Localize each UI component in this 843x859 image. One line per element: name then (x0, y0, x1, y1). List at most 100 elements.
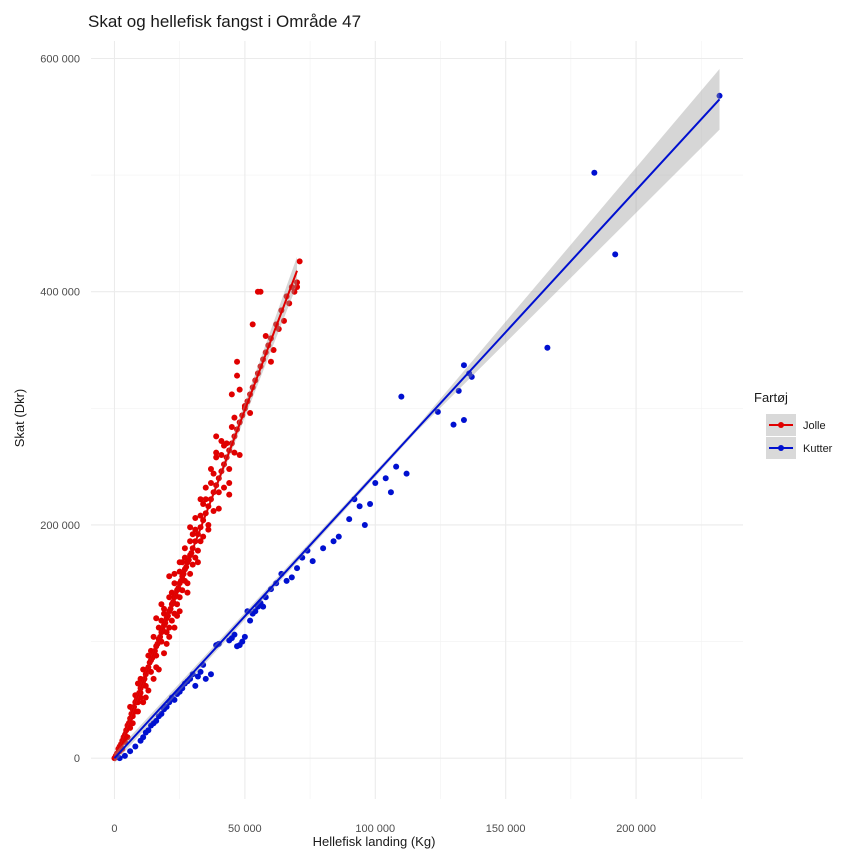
kutter-point (171, 696, 178, 703)
jolle-point (147, 668, 154, 675)
jolle-point (140, 666, 147, 673)
jolle-point (200, 500, 207, 507)
kutter-point (231, 631, 238, 638)
kutter-point (372, 479, 379, 486)
kutter-point (260, 603, 267, 610)
jolle-point (147, 647, 154, 654)
jolle-point (166, 633, 173, 640)
jolle-point (187, 570, 194, 577)
jolle-point (189, 531, 196, 538)
x-tick-label: 0 (111, 823, 117, 835)
kutter-point (367, 500, 374, 507)
x-tick-label: 50 000 (228, 823, 262, 835)
jolle-point (181, 545, 188, 552)
jolle-point (213, 433, 220, 440)
y-tick-label: 200 000 (40, 520, 80, 532)
kutter-point (330, 538, 337, 545)
kutter-point (288, 574, 295, 581)
jolle-point (200, 533, 207, 540)
jolle-point (161, 605, 168, 612)
jolle-point (155, 666, 162, 673)
x-tick-label: 200 000 (616, 823, 656, 835)
jolle-point (286, 300, 293, 307)
jolle-point (155, 624, 162, 631)
jolle-point (231, 449, 238, 456)
jolle-point (142, 682, 149, 689)
jolle-point (145, 687, 152, 694)
jolle-point (192, 554, 199, 561)
kutter-point (434, 408, 441, 415)
kutter-point (127, 748, 134, 755)
jolle-point (194, 559, 201, 566)
legend: Fartøj Jolle Kutter (754, 390, 833, 459)
jolle-point (179, 587, 186, 594)
kutter-point (153, 717, 160, 724)
y-tick-label: 400 000 (40, 287, 80, 299)
kutter-point (116, 755, 123, 762)
jolle-point (187, 524, 194, 531)
kutter-fit-line (113, 98, 721, 759)
jolle-point (171, 570, 178, 577)
jolle-point (226, 465, 233, 472)
jolle-point (205, 526, 212, 533)
kutter-point (361, 521, 368, 528)
kutter-point (239, 638, 246, 645)
jolle-point (153, 615, 160, 622)
jolle-point (137, 694, 144, 701)
jolle-point (207, 479, 214, 486)
jolle-point (163, 629, 170, 636)
jolle-point (280, 317, 287, 324)
y-tick-label: 0 (74, 753, 80, 765)
legend-point-jolle (778, 422, 784, 428)
jolle-point (127, 703, 134, 710)
jolle-point (150, 675, 157, 682)
kutter-point (132, 743, 139, 750)
jolle-point (134, 708, 141, 715)
x-tick-label: 100 000 (355, 823, 395, 835)
legend-point-kutter (778, 445, 784, 451)
jolle-point (158, 617, 165, 624)
jolle-point (145, 652, 152, 659)
jolle-point (121, 738, 128, 745)
plot-area: 0 50 000 100 000 150 000 200 000 0 200 000 400 … (40, 41, 743, 835)
y-tick-label: 600 000 (40, 53, 80, 65)
jolle-point (142, 694, 149, 701)
jolle-point (161, 650, 168, 657)
kutter-point (247, 617, 254, 624)
x-axis-title: Hellefisk landing (Kg) (313, 834, 436, 849)
jolle-point (127, 724, 134, 731)
jolle-point (202, 484, 209, 491)
kutter-point (468, 373, 475, 380)
kutter-point (716, 92, 723, 99)
jolle-point (205, 521, 212, 528)
jolle-point (194, 547, 201, 554)
jolle-point (296, 258, 303, 265)
jolle-point (210, 470, 217, 477)
jolle-point (176, 568, 183, 575)
jolle-point (153, 652, 160, 659)
jolle-point (236, 386, 243, 393)
jolle-point (137, 675, 144, 682)
kutter-point (460, 362, 467, 369)
jolle-point (234, 358, 241, 365)
kutter-point (398, 393, 405, 400)
jolle-point (189, 561, 196, 568)
jolle-point (176, 608, 183, 615)
jolle-point (207, 465, 214, 472)
kutter-point (194, 673, 201, 680)
jolle-point (129, 720, 136, 727)
jolle-point (168, 617, 175, 624)
jolle-point (228, 391, 235, 398)
jolle-point (192, 514, 199, 521)
jolle-point (294, 279, 301, 286)
kutter-point (460, 417, 467, 423)
jolle-point (171, 580, 178, 587)
jolle-point (247, 410, 254, 417)
jolle-point (221, 484, 228, 491)
kutter-point (145, 727, 152, 734)
kutter-point (158, 710, 165, 717)
jolle-point (150, 633, 157, 640)
kutter-point (320, 545, 327, 552)
jolle-point (168, 589, 175, 596)
jolle-point (249, 321, 256, 328)
